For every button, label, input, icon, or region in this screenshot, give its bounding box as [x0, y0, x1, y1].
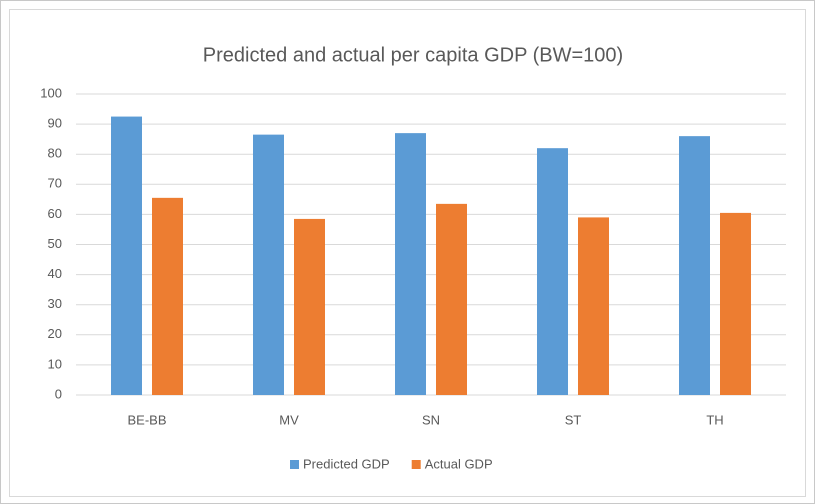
y-tick-label: 90	[48, 116, 62, 131]
x-tick-label: TH	[706, 412, 723, 427]
bar	[294, 218, 325, 395]
y-tick-label: 60	[48, 206, 62, 221]
bar	[679, 136, 710, 395]
bar	[578, 217, 609, 395]
legend-swatch	[290, 460, 299, 469]
x-tick-label: BE-BB	[127, 412, 166, 427]
y-tick-label: 50	[48, 236, 62, 251]
y-tick-label: 100	[40, 85, 62, 100]
y-tick-label: 70	[48, 176, 62, 191]
bar	[152, 197, 183, 395]
y-tick-label: 0	[55, 386, 62, 401]
y-tick-label: 30	[48, 296, 62, 311]
bar	[720, 212, 751, 395]
chart-title: Predicted and actual per capita GDP (BW=…	[203, 44, 623, 66]
y-tick-label: 40	[48, 266, 62, 281]
bar	[436, 203, 467, 395]
bar	[395, 133, 426, 395]
bar	[253, 134, 284, 395]
y-tick-label: 20	[48, 326, 62, 341]
x-tick-label: MV	[279, 412, 299, 427]
legend-label: Actual GDP	[425, 456, 493, 471]
bar	[111, 116, 142, 395]
legend-label: Predicted GDP	[303, 456, 390, 471]
bar	[537, 148, 568, 395]
legend-swatch	[411, 460, 421, 469]
x-tick-label: ST	[565, 412, 582, 427]
y-tick-label: 80	[48, 146, 62, 161]
y-tick-label: 10	[48, 356, 62, 371]
x-tick-label: SN	[422, 412, 440, 427]
